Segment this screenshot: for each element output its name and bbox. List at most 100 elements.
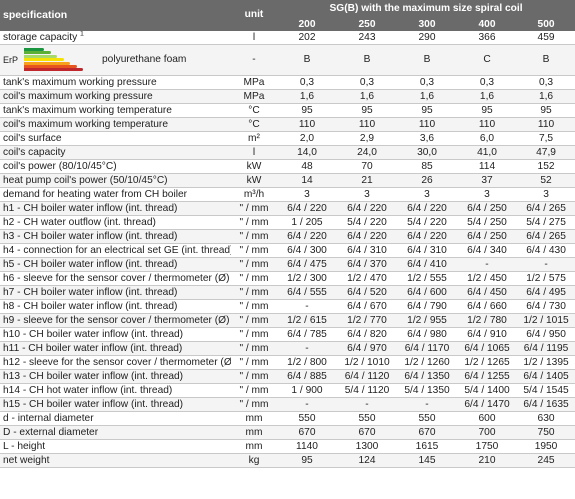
value-cell: 95 (337, 103, 397, 118)
value-cell: 1950 (517, 439, 575, 454)
value-cell: 114 (457, 159, 517, 174)
value-cell: 6/4 / 660 (457, 299, 517, 314)
value-cell: 21 (337, 173, 397, 188)
value-cell: 6/4 / 520 (337, 285, 397, 300)
table-row: h12 - sleeve for the sensor cover / ther… (0, 355, 575, 370)
value-cell: 1300 (337, 439, 397, 454)
value-cell: 47,9 (517, 145, 575, 160)
spec-name-cell: h4 - connection for an electrical set GE… (0, 243, 231, 258)
value-cell: 6/4 / 1195 (517, 341, 575, 356)
spec-name: h9 - sleeve for the sensor cover / therm… (3, 314, 230, 326)
value-cell: 124 (337, 453, 397, 468)
table-row: h14 - CH hot water inflow (int. thread) "… (0, 383, 575, 398)
table-row: h3 - CH boiler water inflow (int. thread… (0, 229, 575, 244)
value-cell: 24,0 (337, 145, 397, 160)
table-row: tank's maximum working temperature °C 95 95… (0, 103, 575, 118)
value-cell: B (277, 44, 337, 76)
header-model: 400 (457, 18, 517, 31)
value-cell: 1/2 / 800 (277, 355, 337, 370)
value-cell: 95 (397, 103, 457, 118)
spec-name: h3 - CH boiler water inflow (int. thread… (3, 230, 178, 242)
value-cell: - (457, 257, 517, 272)
value-cell: 6/4 / 1120 (337, 369, 397, 384)
value-cell: 14 (277, 173, 337, 188)
value-cell: 6/4 / 220 (277, 229, 337, 244)
unit-cell: " / mm (231, 215, 277, 230)
table-row: h6 - sleeve for the sensor cover / therm… (0, 271, 575, 286)
value-cell: 6/4 / 1170 (397, 341, 457, 356)
spec-name: coil's surface (3, 132, 62, 144)
table-body: storage capacity 1 l 202 243 290 366 459 ErP pol… (0, 30, 575, 468)
value-cell: 1/2 / 615 (277, 313, 337, 328)
value-cell: 6/4 / 790 (397, 299, 457, 314)
header-model: 300 (397, 18, 457, 31)
energy-bar (24, 68, 84, 72)
spec-name: tank's maximum working temperature (3, 104, 172, 116)
table-row: h5 - CH boiler water inflow (int. thread… (0, 257, 575, 272)
value-cell: 210 (457, 453, 517, 468)
table-row: coil's maximum working pressure MPa 1,6 1,6… (0, 89, 575, 104)
value-cell: 600 (457, 411, 517, 426)
unit-cell: " / mm (231, 201, 277, 216)
header-unit: unit (231, 0, 277, 31)
spec-name: h2 - CH water outflow (int. thread) (3, 216, 156, 228)
value-cell: 1/2 / 955 (397, 313, 457, 328)
value-cell: 6/4 / 370 (337, 257, 397, 272)
spec-name: h13 - CH boiler water inflow (int. threa… (3, 370, 184, 382)
unit-cell: " / mm (231, 327, 277, 342)
value-cell: 6/4 / 250 (457, 201, 517, 216)
unit-cell: kW (231, 159, 277, 174)
table-row: D - external diameter mm 670 670 670 700 750 (0, 425, 575, 440)
value-cell: 6/4 / 885 (277, 369, 337, 384)
value-cell: 5/4 / 1400 (457, 383, 517, 398)
value-cell: 5/4 / 220 (397, 215, 457, 230)
value-cell: 6/4 / 265 (517, 201, 575, 216)
table-row: coil's maximum working temperature °C 110 1… (0, 117, 575, 132)
value-cell: 1,6 (457, 89, 517, 104)
value-cell: 110 (277, 117, 337, 132)
table-row: coil's capacity l 14,0 24,0 30,0 41,0 47,9 (0, 145, 575, 160)
spec-name: h5 - CH boiler water inflow (int. thread… (3, 258, 178, 270)
value-cell: 6/4 / 310 (397, 243, 457, 258)
spec-name-cell: tank's maximum working temperature (0, 103, 231, 118)
spec-name-cell: L - height (0, 439, 231, 454)
value-cell: 0,3 (277, 75, 337, 90)
spec-name: coil's maximum working temperature (3, 118, 168, 130)
value-cell: 6,0 (457, 131, 517, 146)
value-cell: 3 (337, 187, 397, 202)
table-row: coil's power (80/10/45°C) kW 48 70 85 114 152 (0, 159, 575, 174)
value-cell: 6/4 / 1470 (457, 397, 517, 412)
spec-name-cell: h7 - CH boiler water inflow (int. thread… (0, 285, 231, 300)
value-cell: 6/4 / 785 (277, 327, 337, 342)
value-cell: 95 (517, 103, 575, 118)
value-cell: 6/4 / 555 (277, 285, 337, 300)
value-cell: 5/4 / 275 (517, 215, 575, 230)
value-cell: 700 (457, 425, 517, 440)
spec-name-cell: coil's maximum working temperature (0, 117, 231, 132)
value-cell: C (457, 44, 517, 76)
value-cell: 6/4 / 1405 (517, 369, 575, 384)
value-cell: 459 (517, 30, 575, 45)
spec-name: h4 - connection for an electrical set GE… (3, 244, 231, 256)
unit-cell: m² (231, 131, 277, 146)
spec-name: h14 - CH hot water inflow (int. thread) (3, 384, 173, 396)
value-cell: 145 (397, 453, 457, 468)
header-model: 500 (517, 18, 575, 31)
unit-cell: kW (231, 173, 277, 188)
value-cell: 0,3 (337, 75, 397, 90)
unit-cell: " / mm (231, 257, 277, 272)
spec-name: coil's power (80/10/45°C) (3, 160, 117, 172)
value-cell: 95 (277, 103, 337, 118)
spec-name-cell: h14 - CH hot water inflow (int. thread) (0, 383, 231, 398)
spec-name-cell: heat pump coil's power (50/10/45°C) (0, 173, 231, 188)
table-header: specification unit SG(B) with the maximu… (0, 0, 575, 31)
value-cell: 3 (457, 187, 517, 202)
spec-name-cell: h13 - CH boiler water inflow (int. threa… (0, 369, 231, 384)
value-cell: 6/4 / 670 (337, 299, 397, 314)
unit-cell: " / mm (231, 341, 277, 356)
unit-cell: mm (231, 425, 277, 440)
value-cell: 6/4 / 220 (277, 201, 337, 216)
value-cell: 6/4 / 220 (337, 229, 397, 244)
value-cell: 670 (337, 425, 397, 440)
